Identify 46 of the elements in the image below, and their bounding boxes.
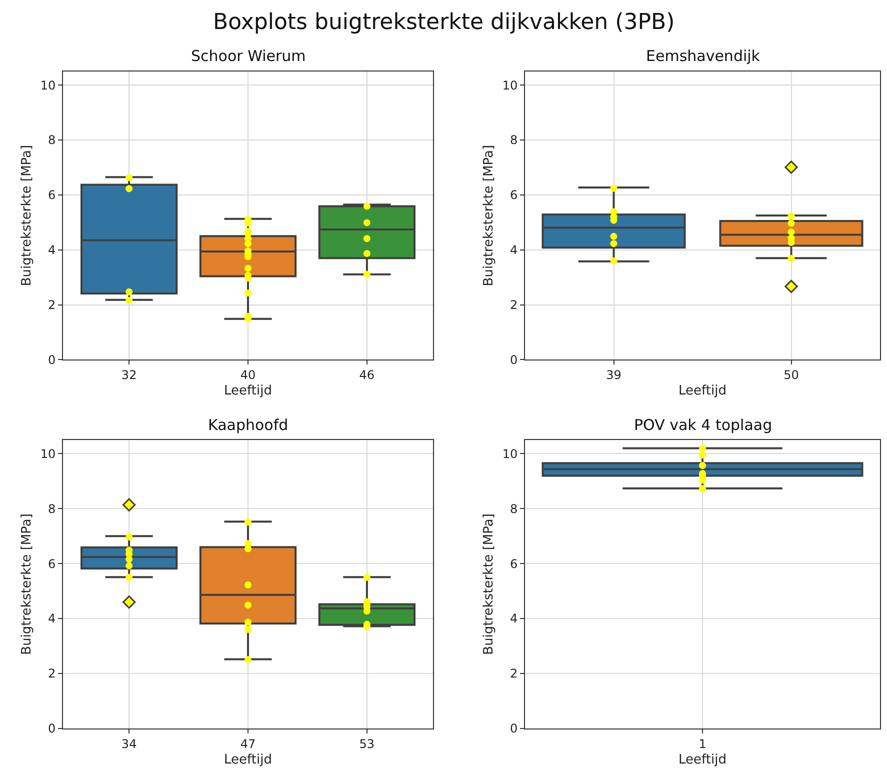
y-tick-label: 4 (48, 612, 56, 626)
y-tick-label: 6 (48, 556, 56, 571)
y-tick-label: 2 (510, 666, 518, 681)
y-tick-label: 8 (48, 133, 56, 148)
chart-title: POV vak 4 toplaag (634, 416, 772, 434)
y-tick-label: 6 (48, 188, 56, 202)
y-tick-label: 0 (510, 722, 518, 736)
y-axis-title: Buigtreksterkte [MPa] (481, 514, 496, 655)
chart-title: Kaaphoofd (208, 416, 288, 434)
y-tick-label: 2 (510, 298, 518, 312)
x-axis-title: Leeftijd (678, 752, 726, 768)
y-tick-label: 10 (502, 78, 518, 92)
y-tick-label: 0 (48, 722, 56, 736)
x-tick-label: 39 (606, 368, 622, 382)
x-tick-label: 1 (698, 736, 706, 751)
x-axis-title: Leeftijd (224, 384, 272, 399)
x-tick-label: 47 (240, 736, 256, 751)
y-tick-label: 4 (510, 243, 518, 258)
x-tick-label: 32 (121, 368, 137, 382)
y-tick-label: 8 (48, 502, 56, 516)
text: Boxplots buigtreksterkte dijkvakken (3PB) (213, 10, 675, 35)
x-axis-title: Leeftijd (678, 384, 726, 399)
x-tick-label: 50 (784, 368, 799, 382)
chart-title: Eemshavendijk (646, 47, 760, 65)
x-tick-label: 46 (359, 368, 375, 382)
y-tick-label: 0 (48, 352, 56, 367)
y-tick-label: 2 (48, 666, 56, 681)
y-axis-title: Buigtreksterkte [MPa] (481, 144, 496, 286)
chart-title: Schoor Wierum (191, 47, 306, 65)
y-tick-label: 8 (510, 502, 518, 516)
y-tick-label: 4 (48, 243, 56, 258)
y-tick-label: 8 (510, 133, 518, 148)
x-tick-label: 53 (359, 736, 375, 751)
y-tick-label: 10 (40, 446, 56, 461)
y-tick-label: 0 (510, 352, 518, 367)
y-axis-title: Buigtreksterkte [MPa] (19, 514, 34, 655)
x-tick-label: 40 (240, 368, 256, 382)
y-tick-label: 10 (40, 78, 56, 92)
y-axis-title: Buigtreksterkte [MPa] (19, 144, 34, 286)
y-tick-label: 10 (502, 446, 518, 461)
y-tick-label: 4 (510, 612, 518, 626)
y-tick-label: 6 (510, 556, 518, 571)
y-tick-label: 6 (510, 188, 518, 202)
x-tick-label: 34 (121, 736, 137, 751)
y-tick-label: 2 (48, 298, 56, 312)
x-axis-title: Leeftijd (224, 752, 272, 768)
